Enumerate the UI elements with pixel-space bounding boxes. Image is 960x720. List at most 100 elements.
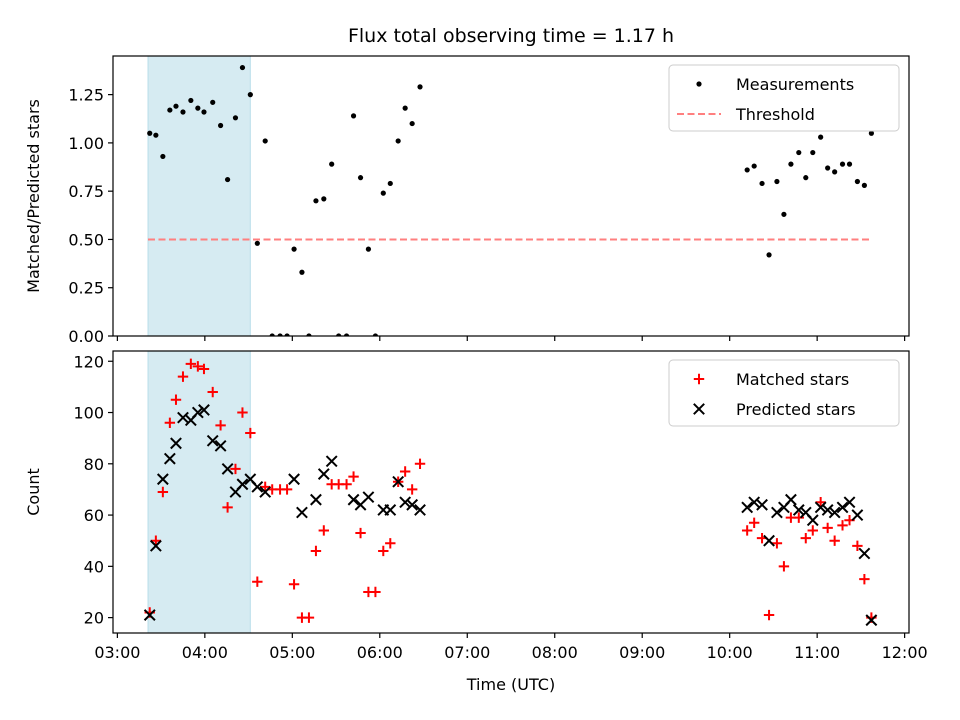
- measurement-point: [173, 103, 179, 109]
- predicted-point: [843, 496, 856, 509]
- measurement-point: [350, 113, 357, 119]
- measurement-point: [788, 161, 794, 167]
- predicted-point: [406, 498, 419, 511]
- bottom-panel: 20 40 60 80 100 120 03:00 04:00 05:00 06:00 07:00 0…: [24, 350, 928, 694]
- predicted-point: [206, 434, 219, 447]
- plot-area: [147, 64, 874, 336]
- x-tick-label: 10:00: [707, 643, 753, 662]
- matched-point: [157, 486, 169, 498]
- measurement-point: [766, 252, 772, 258]
- observing-span: [147, 55, 251, 337]
- measurement-point: [306, 333, 312, 336]
- predicted-point: [156, 473, 169, 486]
- measurement-point: [336, 333, 342, 336]
- predicted-point: [198, 404, 210, 416]
- predicted-point: [384, 504, 397, 516]
- legend-label: Matched stars: [736, 370, 849, 389]
- measurement-point: [217, 122, 224, 129]
- legend: Matched stars Predicted stars: [668, 359, 900, 427]
- measurement-point: [832, 169, 838, 175]
- matched-point: [763, 609, 775, 621]
- matched-point: [793, 512, 804, 523]
- matched-point: [385, 538, 396, 549]
- measurement-point: [299, 269, 305, 275]
- y-tick-label: 0.50: [68, 230, 104, 249]
- measurement-point: [232, 115, 239, 121]
- predicted-point: [828, 506, 841, 519]
- measurement-point: [313, 198, 319, 204]
- measurement-point: [402, 105, 408, 111]
- predicted-point: [865, 614, 878, 627]
- measurement-point: [846, 161, 853, 167]
- y-tick-label: 80: [84, 455, 104, 474]
- axes-frame: [112, 55, 910, 337]
- measurement-point: [744, 167, 750, 173]
- matched-point: [852, 540, 863, 552]
- x-tick-label: 11:00: [794, 643, 840, 662]
- y-tick-label: 0.25: [68, 279, 104, 298]
- measurement-point: [774, 178, 780, 185]
- matched-point: [859, 573, 870, 585]
- matched-point: [829, 535, 840, 546]
- measurement-point: [153, 132, 159, 138]
- measurement-point: [839, 161, 846, 167]
- series-predicted-stars: [143, 404, 878, 627]
- predicted-point: [785, 493, 797, 506]
- predicted-point: [392, 475, 405, 488]
- predicted-point: [317, 468, 330, 480]
- x-axis-label: Time (UTC): [466, 675, 555, 694]
- matched-point: [207, 386, 218, 398]
- measurement-point: [180, 109, 186, 115]
- measurement-point: [409, 120, 415, 127]
- matched-point: [370, 586, 381, 598]
- legend-marker-predicted: [693, 403, 705, 415]
- matched-point: [252, 576, 263, 587]
- matched-point: [150, 535, 162, 546]
- predicted-point: [170, 437, 182, 450]
- measurement-point: [247, 92, 253, 98]
- predicted-point: [149, 539, 162, 552]
- predicted-point: [347, 493, 360, 506]
- measurement-point: [284, 333, 290, 336]
- matched-point: [378, 545, 389, 557]
- predicted-point: [236, 478, 249, 491]
- y-tick-label: 0.75: [68, 182, 104, 201]
- y-axis-label: Matched/Predicted stars: [24, 99, 43, 293]
- predicted-point: [814, 501, 827, 514]
- measurement-point: [210, 99, 216, 105]
- y-tick-label: 100: [73, 404, 104, 423]
- plot-area: [143, 358, 878, 627]
- predicted-point: [288, 473, 300, 486]
- measurement-point: [796, 149, 802, 156]
- matched-point: [406, 484, 418, 495]
- matched-point: [355, 527, 366, 539]
- measurement-point: [160, 153, 166, 160]
- legend-label: Predicted stars: [736, 400, 856, 419]
- matched-point: [815, 497, 826, 508]
- x-tick-label: 05:00: [269, 643, 315, 662]
- predicted-point: [143, 609, 156, 621]
- measurement-point: [818, 134, 824, 140]
- measurement-point: [195, 105, 201, 111]
- predicted-point: [191, 406, 204, 419]
- matched-point: [215, 420, 226, 431]
- measurement-point: [357, 175, 364, 181]
- y-tick-label: 1.25: [68, 86, 104, 105]
- predicted-point: [163, 452, 176, 465]
- measurement-point: [147, 130, 153, 136]
- predicted-point: [362, 491, 375, 504]
- legend-box: [668, 64, 900, 132]
- matched-point: [222, 502, 233, 513]
- predicted-point: [310, 493, 322, 506]
- y-tick-label: 20: [84, 609, 104, 628]
- legend-label: Threshold: [735, 105, 815, 124]
- measurement-point: [188, 97, 194, 104]
- matched-point: [281, 484, 293, 495]
- matched-point: [198, 363, 210, 375]
- matched-point: [310, 545, 322, 557]
- x-tick-label: 04:00: [182, 643, 228, 662]
- matched-point: [822, 522, 833, 534]
- measurement-point: [277, 333, 283, 336]
- y-tick-label: 0.00: [68, 327, 104, 346]
